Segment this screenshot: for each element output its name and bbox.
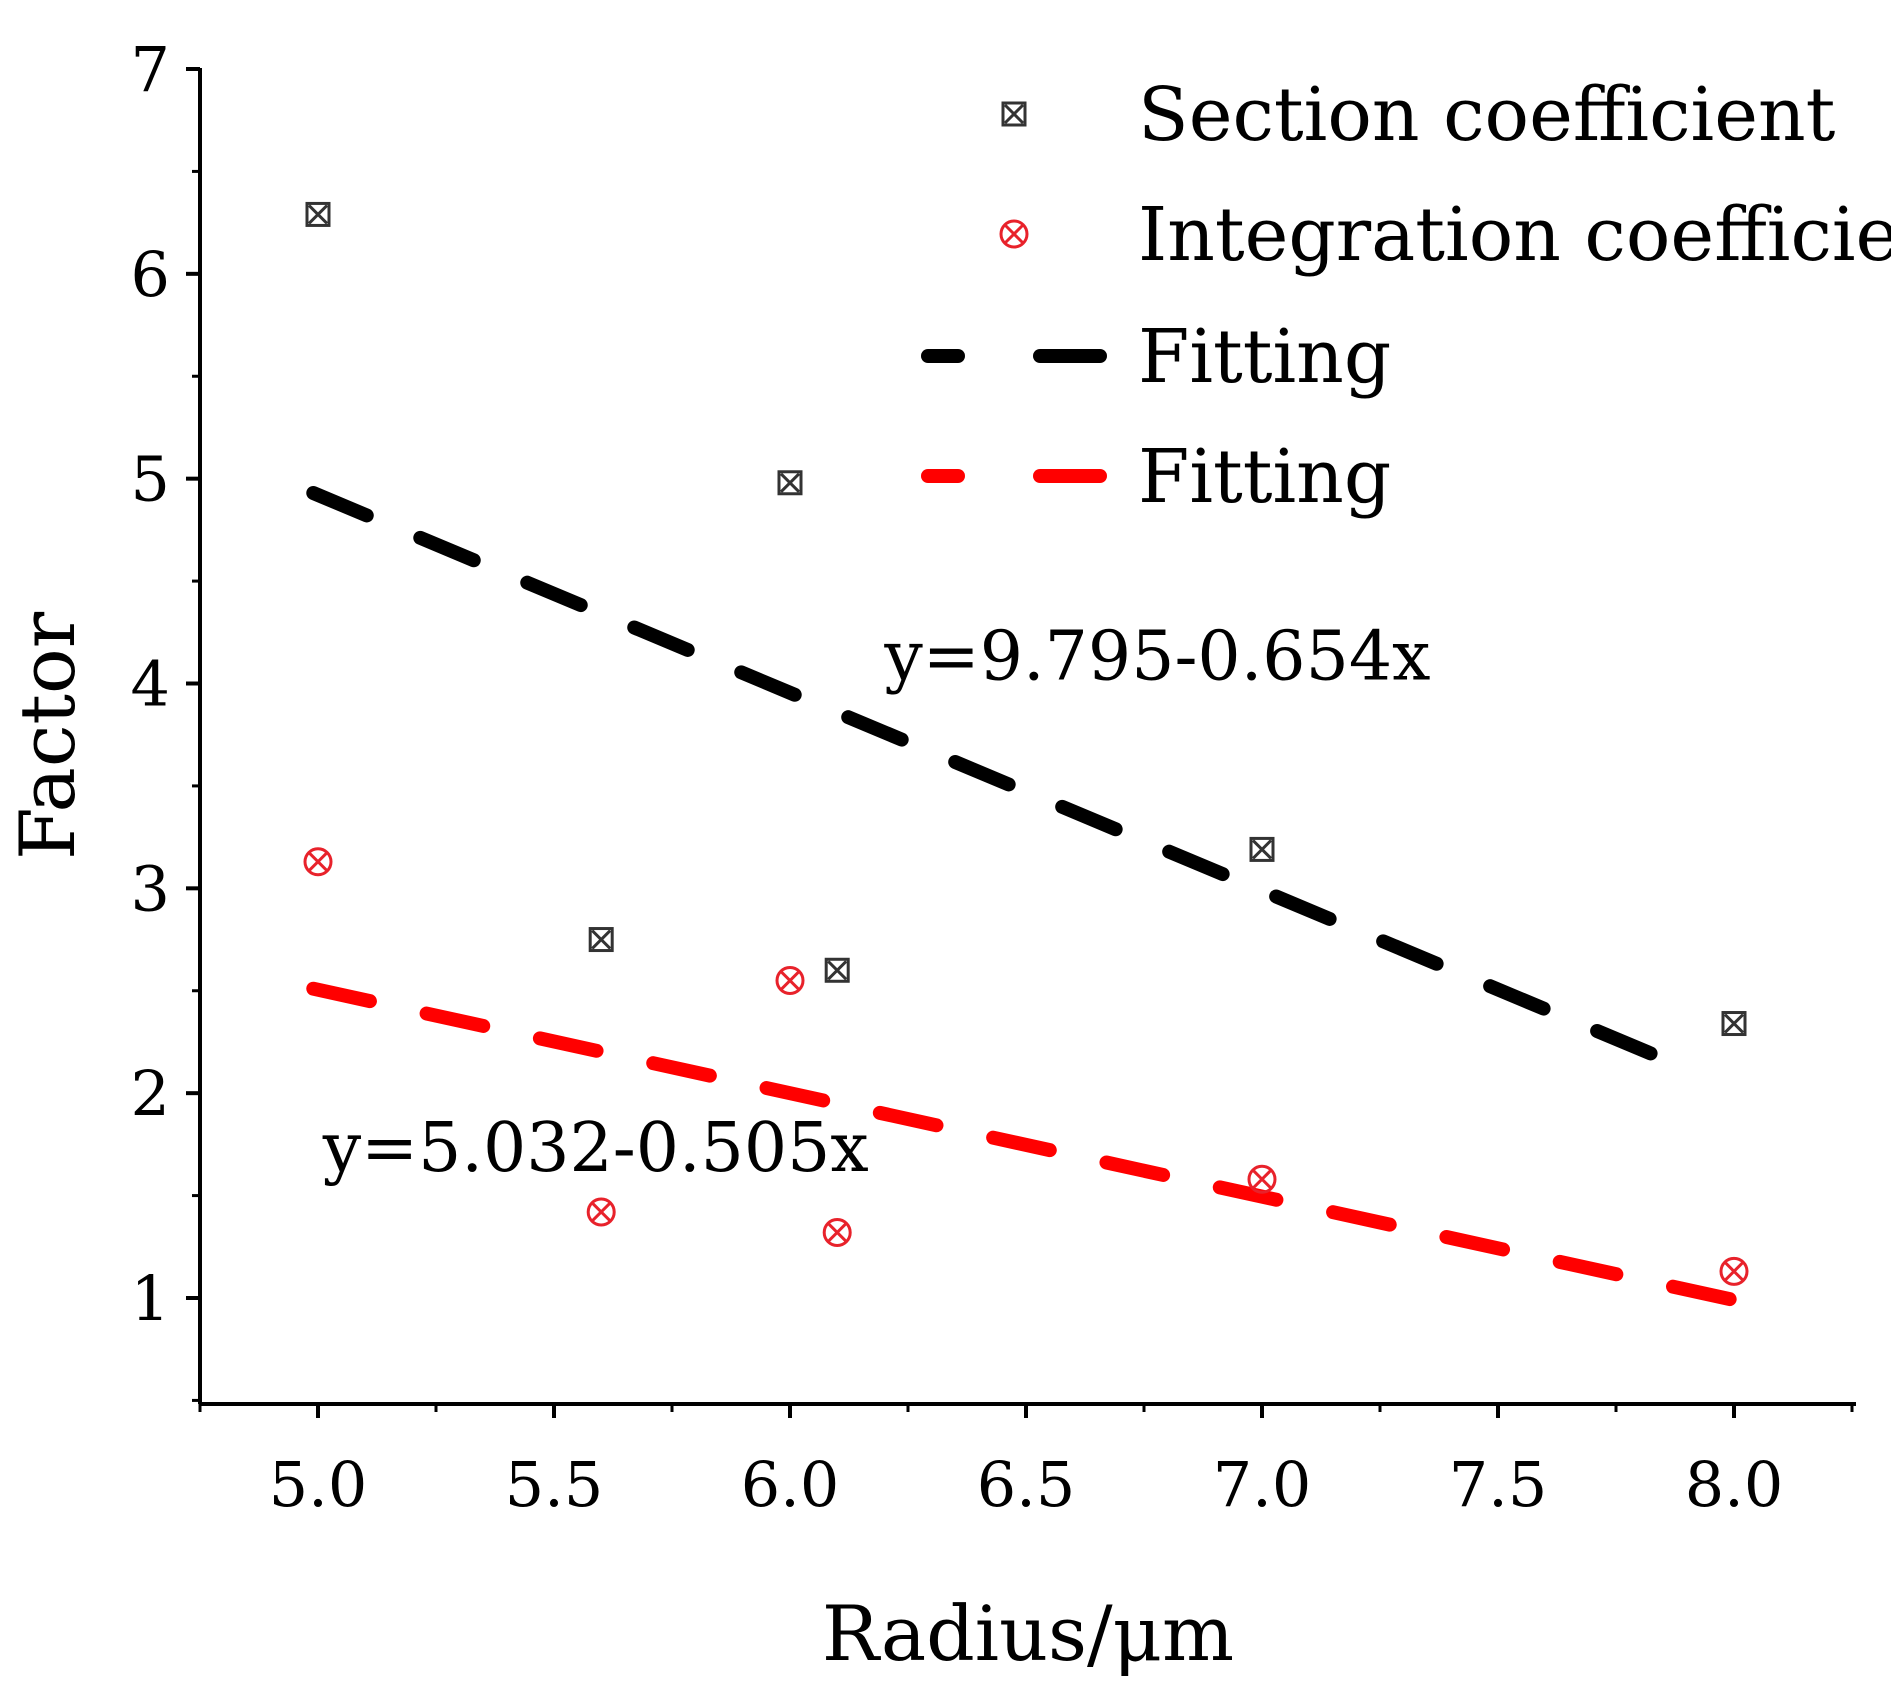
plot-area: 1 2 3 4 5 6 7 5.0 5.5 6.0 6.5 7.0 7.5 8.0 y=9.795-0.… <box>131 33 1856 1521</box>
data-point <box>303 847 333 877</box>
x-tick-label: 7.5 <box>1449 1448 1548 1521</box>
x-tick-label: 8.0 <box>1685 1448 1784 1521</box>
x-axis-title: Radius/μm <box>822 1589 1234 1678</box>
equation-label: y=9.795-0.654x <box>883 617 1430 696</box>
y-tick-label: 7 <box>131 33 170 106</box>
annotations: y=9.795-0.654x y=5.032-0.505x <box>322 617 1431 1188</box>
legend: Section coefficient Integration coefficie… <box>921 72 1891 520</box>
y-tick-label: 2 <box>131 1057 170 1130</box>
x-tick-label: 6.0 <box>741 1448 840 1521</box>
y-tick-label: 6 <box>131 238 170 311</box>
legend-label: Section coefficient <box>1138 72 1836 158</box>
data-point <box>586 1197 616 1227</box>
data-point <box>588 927 614 953</box>
legend-item: Section coefficient <box>1001 72 1836 158</box>
equation-label: y=5.032-0.505x <box>322 1109 869 1188</box>
data-point <box>824 957 850 983</box>
data-point <box>305 201 331 227</box>
y-tick-label: 5 <box>131 443 170 516</box>
legend-item: Fitting <box>921 434 1391 520</box>
legend-label: Fitting <box>1138 434 1391 520</box>
legend-item: Integration coefficient <box>999 192 1891 278</box>
x-tick-label: 5.0 <box>269 1448 368 1521</box>
y-axis-title: Factor <box>3 611 92 860</box>
legend-swatch <box>1001 101 1027 127</box>
fitting-line-3 <box>306 981 1741 1308</box>
data-point <box>1249 836 1275 862</box>
data-point <box>775 966 805 996</box>
y-tick-label: 1 <box>131 1262 170 1335</box>
fitting-line-2 <box>306 486 1694 1076</box>
legend-label: Fitting <box>1138 314 1391 400</box>
y-tick-label: 3 <box>131 852 170 925</box>
legend-label: Integration coefficient <box>1138 192 1891 278</box>
x-tick-label: 6.5 <box>977 1448 1076 1521</box>
x-ticks: 5.0 5.5 6.0 6.5 7.0 7.5 8.0 <box>198 1404 1854 1521</box>
y-tick-label: 4 <box>131 648 170 721</box>
data-point <box>1721 1011 1747 1037</box>
y-ticks: 1 2 3 4 5 6 7 <box>131 33 200 1402</box>
x-tick-label: 7.0 <box>1213 1448 1312 1521</box>
x-tick-label: 5.5 <box>505 1448 604 1521</box>
data-point <box>1247 1164 1277 1194</box>
fit-lines <box>306 486 1741 1308</box>
legend-swatch <box>999 219 1029 249</box>
legend-item: Fitting <box>921 314 1391 400</box>
data-points <box>303 201 1749 1286</box>
data-point <box>822 1217 852 1247</box>
data-point <box>777 470 803 496</box>
data-point <box>1719 1256 1749 1286</box>
